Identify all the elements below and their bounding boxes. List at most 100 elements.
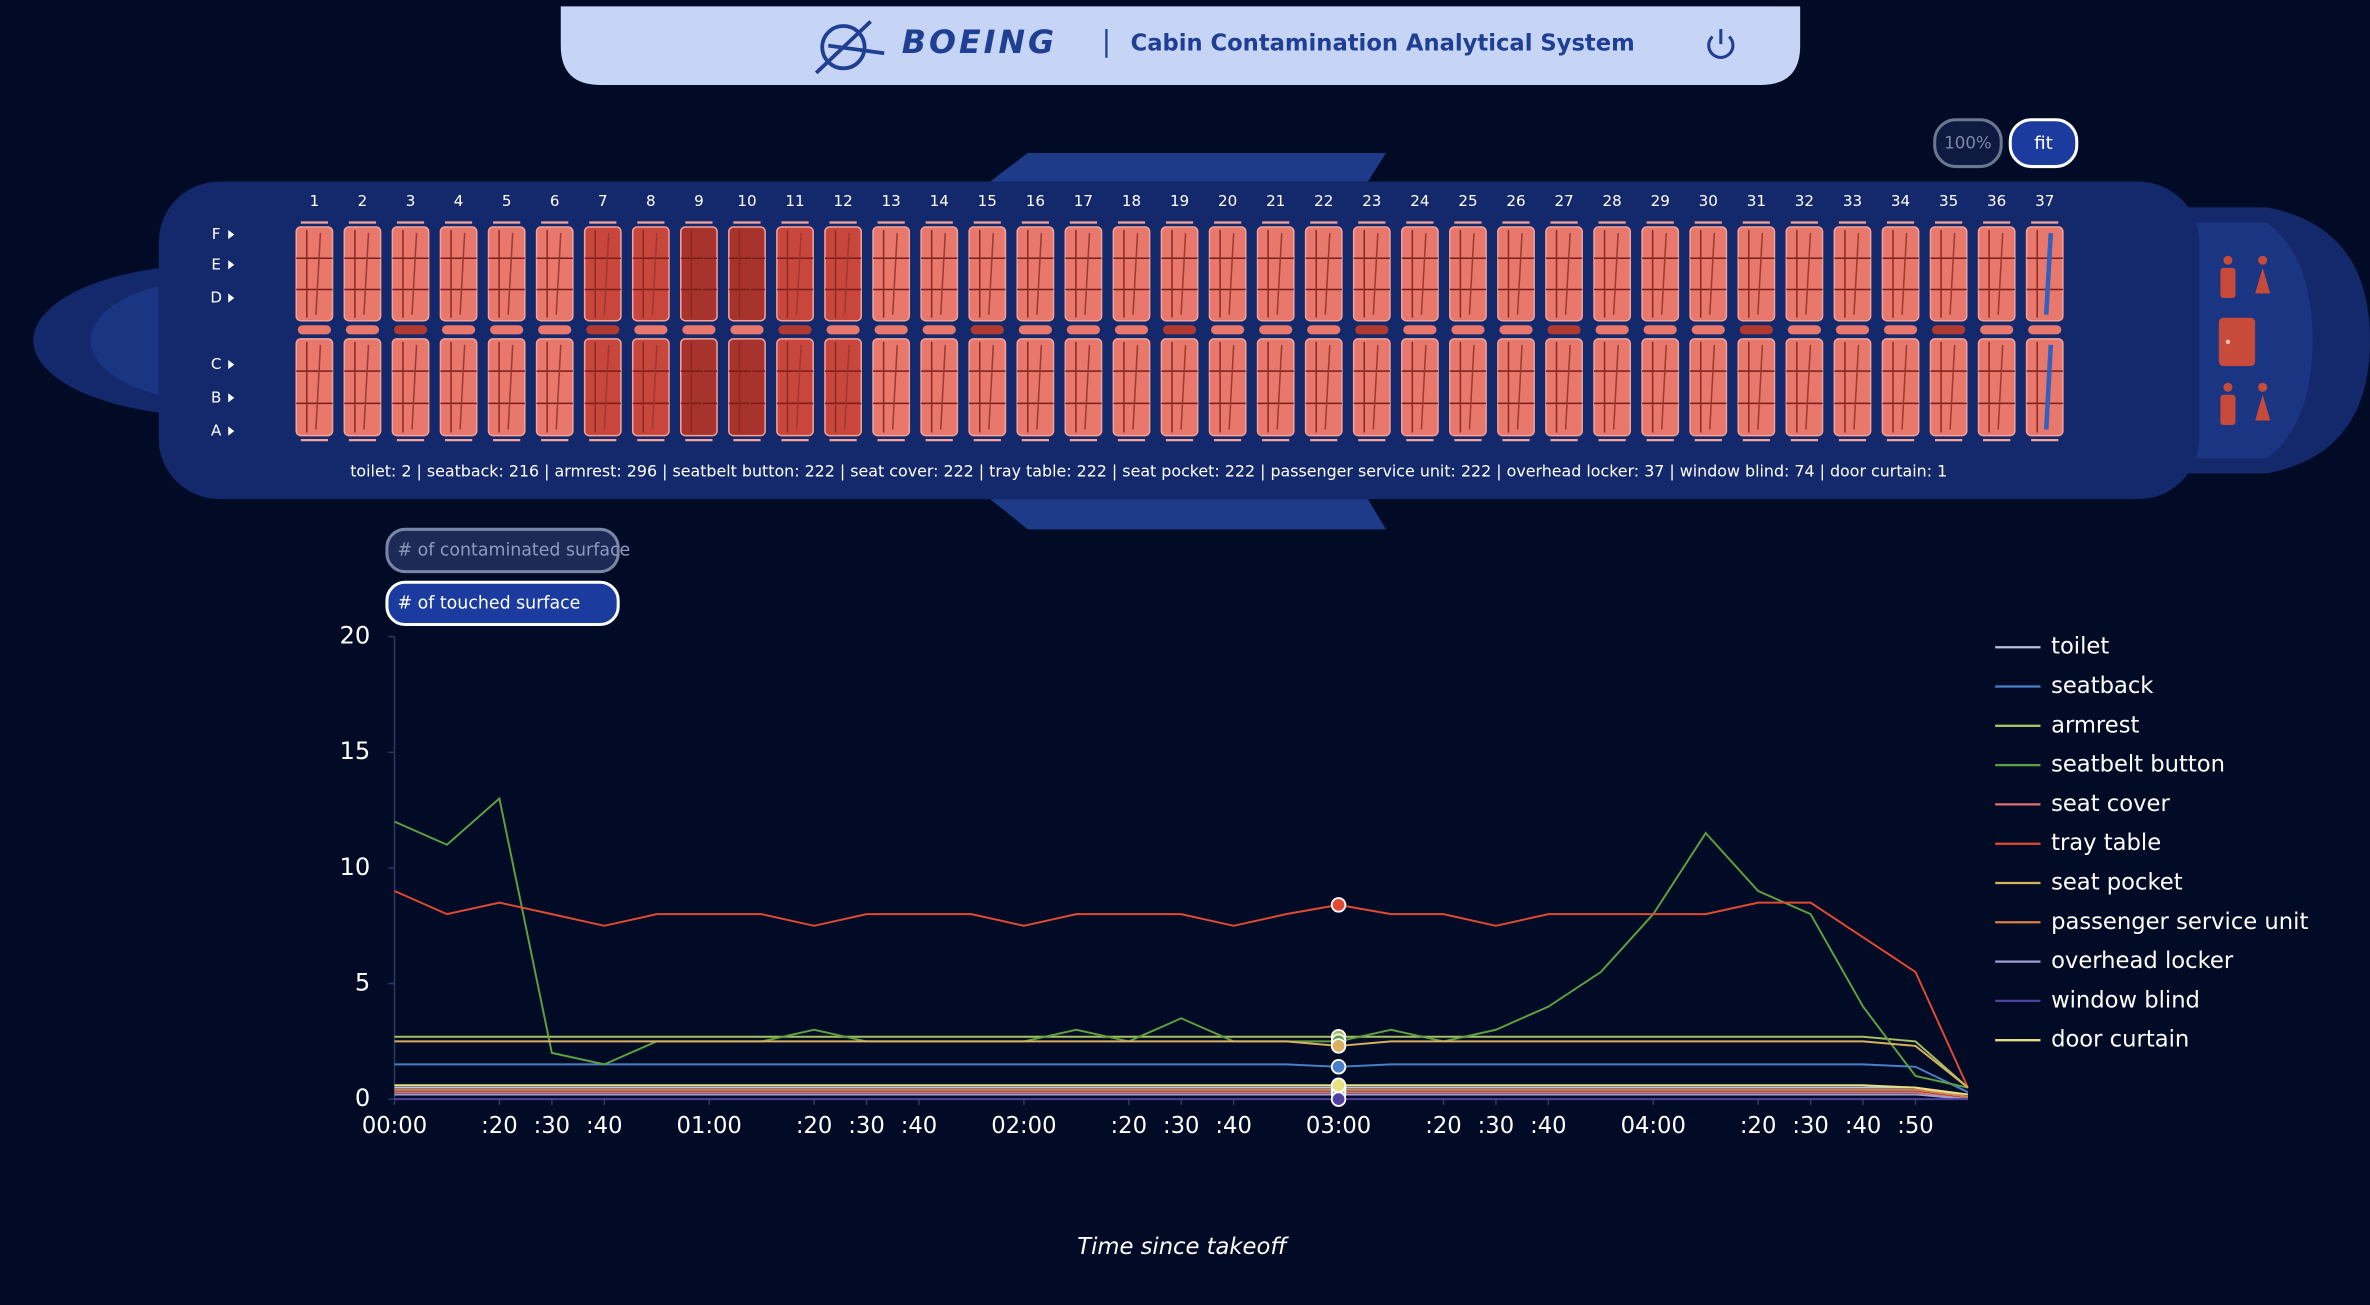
aisle-marker: [778, 325, 812, 335]
column-label: 2: [358, 192, 368, 210]
seat-block: [631, 226, 670, 322]
seat-block: [968, 226, 1007, 322]
column-label: 23: [1362, 192, 1381, 210]
column-label: 30: [1699, 192, 1718, 210]
seat-armrest: [507, 344, 514, 430]
seat-block: [391, 338, 430, 437]
seat-block: [1593, 338, 1632, 437]
series-line: [394, 1086, 1969, 1098]
row-label: F: [212, 225, 221, 243]
column-label: 32: [1795, 192, 1814, 210]
aisle-marker: [1787, 325, 1822, 335]
row-arrow: [228, 230, 235, 240]
header-title: Cabin Contamination Analytical System: [1131, 31, 1635, 57]
series-line: [394, 1035, 1969, 1089]
column-label: 25: [1458, 192, 1477, 210]
aisle-marker: [1451, 325, 1485, 335]
zoom-100-label: 100%: [1944, 133, 1991, 152]
seat-armrest: [459, 233, 466, 315]
legend-label: tray table: [2051, 830, 2161, 856]
seat-armrest: [1468, 344, 1475, 430]
power-button[interactable]: [1707, 29, 1735, 59]
seat-armrest: [1757, 344, 1764, 430]
y-tick-label: 20: [340, 622, 371, 650]
seat-armrest: [939, 344, 947, 430]
legend-label: passenger service unit: [2051, 909, 2308, 935]
seat-block: [824, 226, 862, 322]
fit-button[interactable]: [2008, 118, 2079, 169]
aisle-marker: [874, 325, 908, 335]
hover-marker: [1330, 1077, 1347, 1093]
aisle-marker: [1307, 325, 1341, 335]
x-tick-label: :20: [796, 1113, 832, 1139]
seat-block: [776, 338, 814, 437]
seat-block: [1881, 338, 1920, 437]
column-label: 21: [1266, 192, 1285, 210]
x-tick-label: 03:00: [1306, 1113, 1371, 1139]
seat-armrest: [651, 344, 658, 430]
seat-block: [920, 338, 959, 437]
aisle-marker: [586, 325, 620, 335]
touched-label: # of touched surface: [398, 593, 581, 613]
x-tick-label: :40: [586, 1113, 622, 1139]
zoom-100-button[interactable]: [1933, 118, 2003, 169]
aisle-marker: [1739, 325, 1773, 335]
seat-block: [1833, 226, 1872, 322]
seat-armrest: [1468, 233, 1475, 315]
row-label: E: [211, 255, 221, 273]
column-label: 5: [502, 192, 512, 210]
seat-armrest: [411, 233, 418, 315]
seat-armrest: [315, 344, 322, 430]
aisle-marker: [490, 325, 524, 335]
legend-label: seat pocket: [2051, 870, 2183, 896]
seat-armrest: [1901, 344, 1908, 430]
x-tick-label: :30: [1792, 1113, 1828, 1139]
x-tick-label: 04:00: [1621, 1113, 1686, 1139]
seat-armrest: [1324, 344, 1331, 430]
column-label: 14: [930, 192, 949, 210]
column-label: 35: [1939, 192, 1958, 210]
column-label: 7: [598, 192, 608, 210]
x-tick-label: 00:00: [362, 1113, 427, 1139]
seat-armrest: [1372, 344, 1379, 430]
seat-block: [1400, 226, 1439, 322]
seat-armrest: [891, 233, 898, 315]
hover-marker: [1330, 1091, 1347, 1107]
series-line: [394, 890, 1969, 1089]
seat-block: [2025, 226, 2064, 322]
y-tick-label: 10: [340, 853, 371, 881]
fit-label: fit: [2034, 133, 2053, 154]
x-tick-label: :50: [1897, 1113, 1933, 1139]
aisle-marker: [538, 325, 572, 335]
contaminated-button[interactable]: [385, 527, 620, 574]
x-tick-label: 01:00: [677, 1113, 742, 1139]
aisle-marker: [682, 325, 716, 335]
seat-armrest: [939, 233, 947, 315]
seat-block: [1593, 226, 1632, 322]
seat-block: [1545, 226, 1583, 322]
lavatory-icons: [2218, 255, 2271, 426]
row-arrow: [228, 260, 235, 270]
seat-block: [968, 338, 1007, 437]
aisle-marker: [2028, 325, 2062, 335]
seat-armrest: [1180, 233, 1187, 315]
seat-armrest: [795, 233, 802, 315]
seat-block: [295, 226, 334, 322]
seat-armrest: [459, 344, 466, 430]
seat-armrest: [411, 344, 418, 430]
x-tick-label: :40: [1215, 1113, 1251, 1139]
seat-block: [343, 338, 382, 437]
seat-armrest: [699, 344, 706, 430]
column-label: 33: [1843, 192, 1862, 210]
x-tick-label: :20: [1740, 1113, 1776, 1139]
seat-armrest: [603, 344, 610, 430]
x-axis-title: Time since takeoff: [1077, 1234, 1289, 1260]
seat-block: [583, 338, 622, 437]
touched-button[interactable]: [385, 580, 620, 627]
aisle-marker: [1499, 325, 1533, 335]
x-tick-label: :20: [1111, 1113, 1147, 1139]
seat-armrest: [988, 344, 995, 430]
seat-armrest: [507, 233, 514, 315]
aisle-marker: [1066, 325, 1101, 335]
seat-armrest: [1324, 233, 1331, 315]
